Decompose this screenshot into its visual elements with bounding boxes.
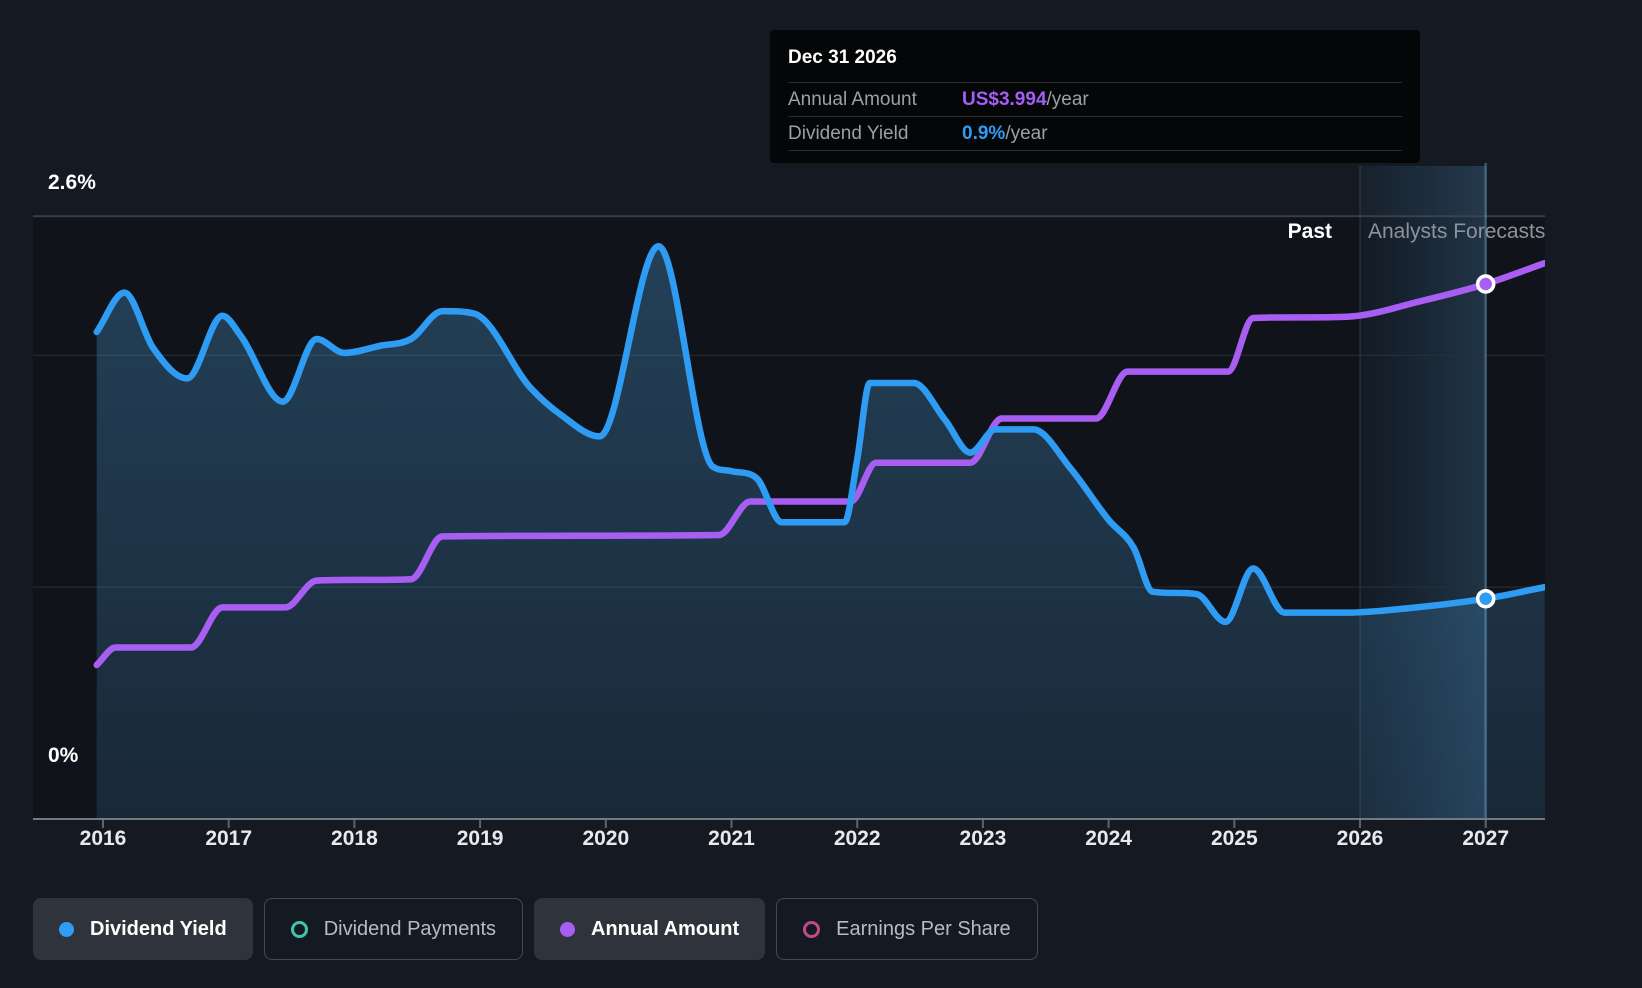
tooltip-row-dividend-yield: Dividend Yield 0.9%/year (788, 116, 1402, 150)
tooltip-row-label: Dividend Yield (788, 122, 909, 144)
x-axis-year-2016: 2016 (79, 827, 127, 850)
tooltip-row-value: US$3.994 (962, 88, 1047, 110)
forecast-region-label: Analysts Forecasts (1368, 220, 1546, 243)
tooltip-date: Dec 31 2026 (788, 47, 897, 68)
legend-button-dividend-payments[interactable]: Dividend Payments (263, 898, 524, 960)
chart-legend: Dividend Yield Dividend Payments Annual Am… (33, 898, 1038, 960)
x-axis-year-2018: 2018 (331, 827, 378, 850)
legend-button-earnings-per-share[interactable]: Earnings Per Share (776, 898, 1038, 960)
past-region-label: Past (1287, 220, 1332, 243)
dividend-yield-dot-icon (59, 921, 74, 937)
dividend-yield-hover-marker[interactable] (1475, 588, 1496, 609)
earnings-per-share-ring-icon (803, 920, 821, 938)
legend-label: Dividend Yield (90, 917, 227, 940)
legend-label: Earnings Per Share (836, 917, 1011, 940)
x-axis-year-2027: 2027 (1462, 827, 1510, 850)
dividend-payments-ring-icon (290, 920, 308, 938)
tooltip-row-suffix: /year (1005, 122, 1048, 144)
legend-label: Dividend Payments (323, 917, 497, 940)
legend-button-dividend-yield[interactable]: Dividend Yield (33, 898, 253, 960)
x-axis-year-2019: 2019 (456, 827, 504, 850)
tooltip-row-suffix: /year (1046, 88, 1089, 110)
x-axis-year-2017: 2017 (205, 827, 253, 850)
y-axis-label-top: 2.6% (48, 171, 96, 194)
x-axis-year-2022: 2022 (833, 827, 881, 850)
tooltip-rows: Annual Amount US$3.994/year Dividend Yield… (788, 82, 1402, 151)
dividend-yield-area (96, 246, 1545, 819)
annual-amount-dot-icon (560, 921, 576, 937)
hover-tooltip: Dec 31 2026 Annual Amount US$3.994/year Di… (770, 30, 1420, 163)
annual-amount-line (93, 259, 1545, 669)
x-axis-year-2021: 2021 (708, 827, 755, 850)
x-axis-year-2020: 2020 (582, 827, 630, 850)
x-axis-year-2026: 2026 (1336, 827, 1384, 850)
x-axis-year-2025: 2025 (1210, 827, 1258, 850)
annual-amount-hover-marker[interactable] (1475, 274, 1496, 294)
tooltip-row-annual-amount: Annual Amount US$3.994/year (788, 82, 1402, 116)
dividend-yield-line (93, 242, 1545, 626)
legend-button-annual-amount[interactable]: Annual Amount (534, 898, 766, 960)
legend-label: Annual Amount (591, 917, 740, 940)
x-axis-year-2024: 2024 (1085, 827, 1132, 850)
x-axis-year-2023: 2023 (959, 827, 1007, 850)
tooltip-row-label: Annual Amount (788, 88, 917, 110)
y-axis-label-bottom: 0% (48, 744, 79, 767)
tooltip-row-value: 0.9% (962, 122, 1006, 144)
